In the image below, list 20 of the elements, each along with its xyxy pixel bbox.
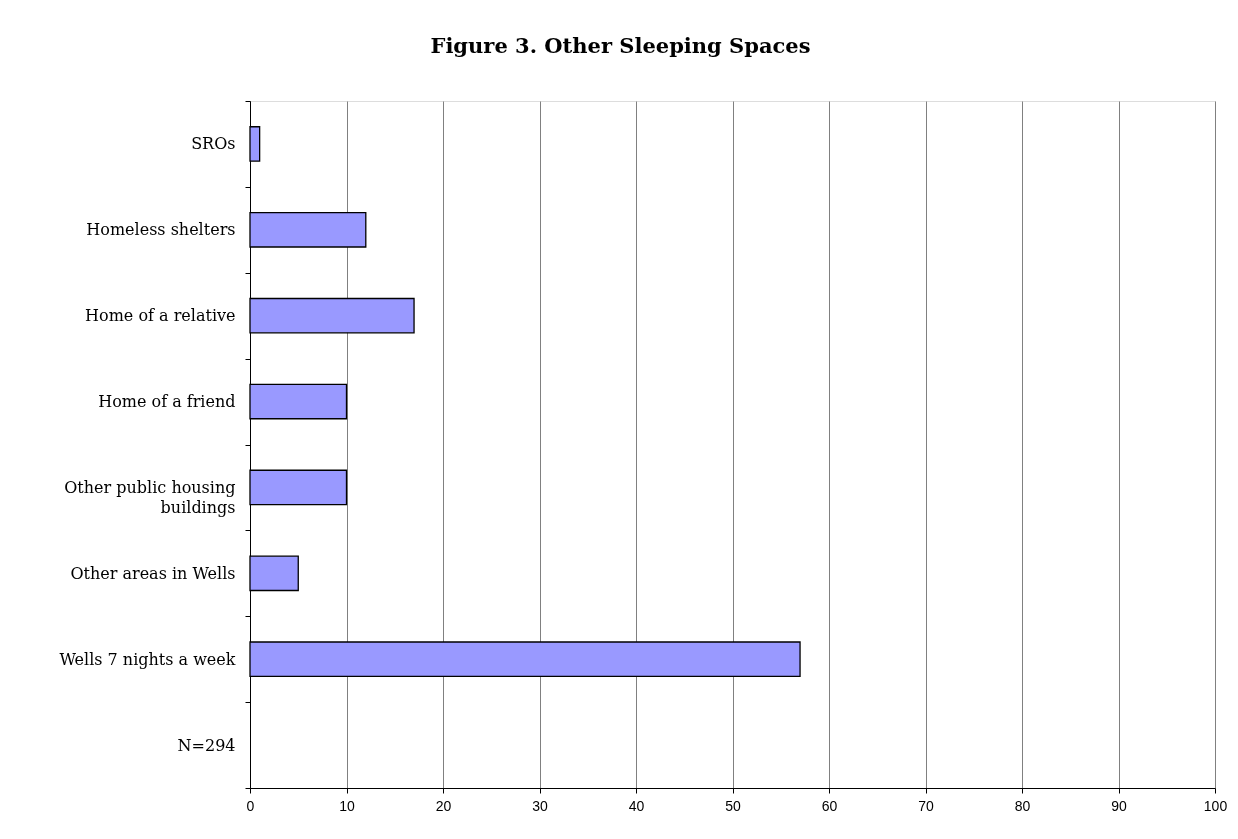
- y-tick-label: Other areas in Wells: [70, 563, 236, 583]
- y-tick-label: N=294: [177, 735, 236, 755]
- x-tick-label: 60: [821, 797, 838, 814]
- y-tick-label: Homeless shelters: [86, 220, 236, 240]
- chart-title: Figure 3. Other Sleeping Spaces: [430, 33, 811, 58]
- y-tick-label: Wells 7 nights a week: [59, 649, 236, 669]
- x-tick-label: 30: [532, 797, 548, 814]
- y-tick-label: Home of a relative: [85, 306, 236, 326]
- x-tick-label: 90: [1111, 797, 1127, 814]
- x-tick-label: 40: [628, 797, 645, 814]
- y-tick-label: Home of a friend: [98, 392, 236, 412]
- x-tick-label: 80: [1014, 797, 1031, 814]
- y-tick-label: SROs: [191, 134, 236, 154]
- x-tick-label: 70: [918, 797, 934, 814]
- x-tick-label: 50: [725, 797, 741, 814]
- x-tick-label: 100: [1203, 797, 1228, 814]
- x-tick-label: 20: [435, 797, 452, 814]
- x-tick-label: 0: [246, 797, 255, 814]
- y-tick-label: Other public housing buildings: [64, 477, 236, 517]
- x-tick-label: 10: [339, 797, 355, 814]
